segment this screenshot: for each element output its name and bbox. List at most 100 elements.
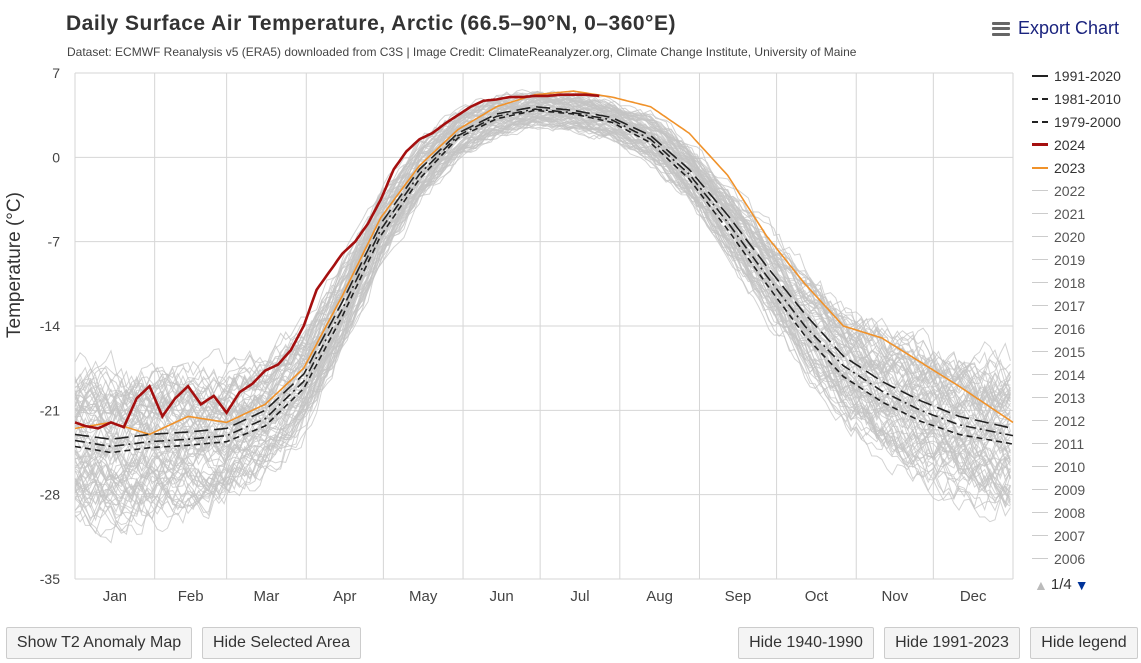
y-tick-label: -21 [40,402,60,418]
legend-label: 2009 [1054,481,1086,498]
legend-label: 2006 [1054,550,1086,567]
legend-item-1981-2010[interactable]: 1981-2010 [1032,87,1141,110]
grid-lines [74,72,1014,580]
x-tick-label: Apr [333,588,356,605]
export-chart-label: Export Chart [1018,18,1120,38]
y-tick-labels: 7 0 -7 -14 -21 -28 -35 [40,65,60,587]
legend-label: 2014 [1054,366,1086,383]
legend-pager: ▲ 1/4 ▼ [1034,576,1089,593]
legend-item-2019[interactable]: 2019 [1032,248,1141,271]
historical-year-line [74,104,1011,432]
hide-selected-area-button[interactable]: Hide Selected Area [202,627,361,659]
legend-label: 2019 [1054,251,1086,268]
series-1991-2020-line [74,105,1014,441]
legend-item-2015[interactable]: 2015 [1032,340,1141,363]
x-tick-label: Aug [646,588,673,605]
legend-label: 1991-2020 [1054,67,1121,84]
legend-item-2020[interactable]: 2020 [1032,225,1141,248]
legend-item-2021[interactable]: 2021 [1032,202,1141,225]
hide-1991-2023-button[interactable]: Hide 1991-2023 [884,627,1020,659]
legend-item-2016[interactable]: 2016 [1032,317,1141,340]
legend-swatch [1032,443,1048,444]
legend-label: 1981-2010 [1054,90,1121,107]
legend-item-2011[interactable]: 2011 [1032,432,1141,455]
y-tick-label: 0 [52,149,60,165]
x-tick-label: Mar [254,588,280,605]
legend-swatch [1032,489,1048,490]
legend-item-1991-2020[interactable]: 1991-2020 [1032,64,1141,87]
legend-item-1979-2000[interactable]: 1979-2000 [1032,110,1141,133]
legend-item-2008[interactable]: 2008 [1032,501,1141,524]
legend-item-2017[interactable]: 2017 [1032,294,1141,317]
hide-1940-1990-button[interactable]: Hide 1940-1990 [738,627,874,659]
chart-subtitle: Dataset: ECMWF Reanalysis v5 (ERA5) down… [67,45,857,59]
legend-item-2009[interactable]: 2009 [1032,478,1141,501]
legend-swatch [1032,213,1048,214]
legend-page-number: 1/4 [1050,576,1072,593]
historical-year-line [74,101,1011,460]
legend-item-2007[interactable]: 2007 [1032,524,1141,547]
historical-year-line [74,109,1011,514]
legend-item-2024[interactable]: 2024 [1032,133,1141,156]
hide-legend-button[interactable]: Hide legend [1030,627,1138,659]
legend-swatch [1032,374,1048,375]
legend-swatch [1032,236,1048,237]
legend-swatch [1032,190,1048,191]
x-tick-label: Feb [178,588,204,605]
x-tick-label: Jul [570,588,589,605]
legend-label: 2020 [1054,228,1086,245]
y-tick-label: 7 [52,65,60,81]
legend-label: 2021 [1054,205,1086,222]
historical-year-line [74,119,1011,505]
historical-year-line [74,119,1011,523]
legend-item-2023[interactable]: 2023 [1032,156,1141,179]
y-tick-label: -14 [40,318,60,334]
historical-year-line [74,93,1011,428]
x-tick-labels: Jan Feb Mar Apr May Jun Jul Aug Sep Oct Nov Dec [103,588,987,605]
x-tick-label: Dec [960,588,987,605]
legend-label: 2011 [1054,435,1085,452]
legend-label: 2008 [1054,504,1086,521]
historical-year-line [74,92,1011,425]
historical-year-line [74,116,1011,520]
legend-page-down-icon[interactable]: ▼ [1074,576,1089,593]
historical-year-line [74,109,1011,490]
legend-label: 2012 [1054,412,1086,429]
x-tick-label: May [409,588,438,605]
legend-swatch [1032,512,1048,513]
legend-swatch [1032,97,1048,100]
legend-swatch [1032,282,1048,283]
legend-label: 2007 [1054,527,1086,544]
legend-label: 2017 [1054,297,1086,314]
legend-item-2006[interactable]: 2006 [1032,547,1141,570]
legend-page-up-icon[interactable]: ▲ [1034,576,1048,593]
legend-label: 2024 [1054,136,1086,153]
legend-swatch [1032,328,1048,329]
legend-label: 2018 [1054,274,1086,291]
export-chart-button[interactable]: Export Chart [992,18,1119,39]
historical-year-line [74,120,1011,519]
legend-label: 2010 [1054,458,1086,475]
legend-item-2022[interactable]: 2022 [1032,179,1141,202]
legend-swatch [1032,120,1048,123]
legend-label: 2016 [1054,320,1086,337]
legend-item-2018[interactable]: 2018 [1032,271,1141,294]
legend-item-2012[interactable]: 2012 [1032,409,1141,432]
historical-year-line [74,99,1011,431]
legend-label: 2013 [1054,389,1086,406]
x-tick-label: Jan [103,588,127,605]
legend-swatch [1032,420,1048,421]
legend-item-2013[interactable]: 2013 [1032,386,1141,409]
legend-label: 2015 [1054,343,1086,360]
legend-item-2010[interactable]: 2010 [1032,455,1141,478]
x-tick-label: Nov [881,588,908,605]
historical-year-line [74,116,1011,509]
legend-swatch [1032,558,1048,559]
x-tick-label: Oct [805,588,829,605]
show-anomaly-map-button[interactable]: Show T2 Anomaly Map [6,627,192,659]
legend-swatch [1032,466,1048,467]
legend-item-2014[interactable]: 2014 [1032,363,1141,386]
legend-swatch [1032,143,1048,146]
historical-year-line [74,118,1011,518]
